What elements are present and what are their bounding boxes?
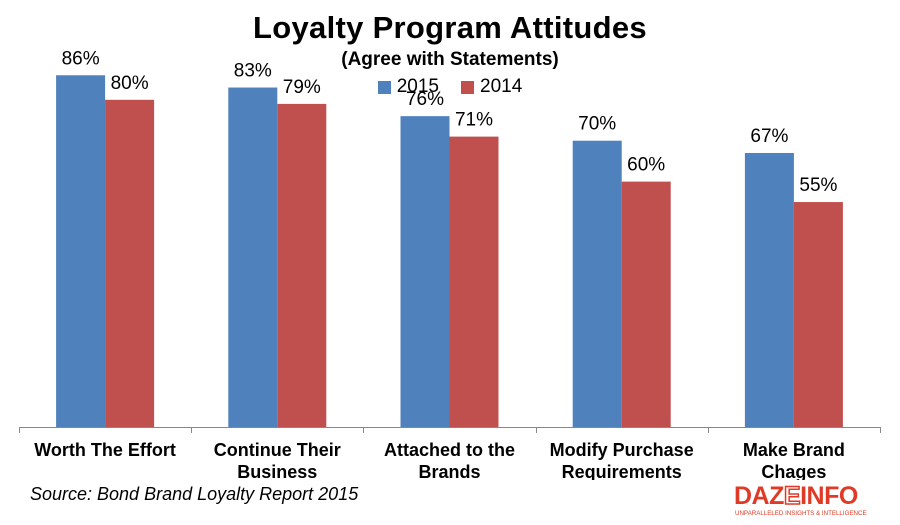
bar-2014-3 <box>449 136 499 428</box>
data-label-2015-4: 70% <box>578 114 616 135</box>
bar-2015-3 <box>400 116 450 427</box>
bar-2014-2 <box>277 103 327 427</box>
legend-swatch-2014 <box>461 80 474 94</box>
category-label-5: Chages <box>761 462 826 480</box>
data-label-2014-1: 80% <box>111 73 149 94</box>
chart-subtitle: (Agree with Statements) <box>341 49 559 70</box>
data-label-2015-2: 83% <box>234 61 272 82</box>
logo-text: DAZEINFO <box>734 482 858 510</box>
category-label-1: Worth The Effort <box>34 440 176 460</box>
legend: 2015 2014 <box>0 76 900 98</box>
dazeinfo-logo: DAZEINFO UNPARALLELED INSIGHTS & INTELLI… <box>734 481 867 517</box>
legend-label-2014: 2014 <box>480 76 523 97</box>
bar-chart: 86% 80% Worth The Effort 83% 79% Continue The… <box>19 48 881 480</box>
data-label-2014-4: 60% <box>627 155 665 176</box>
category-label-4: Requirements <box>562 462 682 480</box>
legend-item-2014: 2014 <box>461 76 522 98</box>
data-label-2015-3: 76% <box>406 89 444 110</box>
category-label-3: Attached to the <box>384 440 515 460</box>
bar-2015-1 <box>56 75 106 427</box>
bar-2015-2 <box>228 87 278 427</box>
data-label-2014-3: 71% <box>455 110 493 131</box>
bar-2014-1 <box>105 99 155 428</box>
bar-2014-5 <box>793 202 843 427</box>
category-label-2: Business <box>237 462 317 480</box>
category-label-3: Brands <box>418 462 480 480</box>
bar-2014-4 <box>621 181 671 427</box>
data-label-2015-5: 67% <box>750 126 788 147</box>
data-label-2014-5: 55% <box>799 175 837 196</box>
chart-title: Loyalty Program Attitudes <box>253 10 647 45</box>
category-label-4: Modify Purchase <box>550 440 694 460</box>
category-label-5: Make Brand <box>743 440 845 460</box>
source-note: Source: Bond Brand Loyalty Report 2015 <box>30 484 359 504</box>
legend-swatch-2015 <box>377 80 391 94</box>
bar-2015-5 <box>744 152 794 427</box>
legend-label-2015: 2015 <box>396 76 439 97</box>
bar-2015-4 <box>572 140 622 427</box>
logo-tagline: UNPARALLELED INSIGHTS & INTELLIGENCE <box>735 510 867 517</box>
category-label-2: Continue Their <box>214 440 341 460</box>
legend-item-2015: 2015 <box>377 76 439 98</box>
data-label-2015-1: 86% <box>62 48 100 69</box>
data-label-2014-2: 79% <box>283 77 321 98</box>
